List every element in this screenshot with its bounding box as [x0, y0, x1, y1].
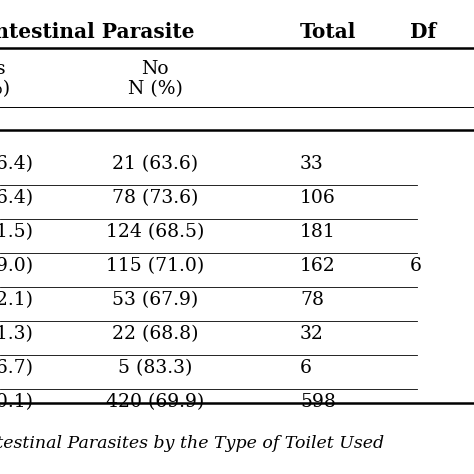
Text: 6: 6	[300, 359, 312, 377]
Text: 106: 106	[300, 189, 336, 207]
Text: es: es	[0, 60, 6, 78]
Text: 16.7): 16.7)	[0, 359, 34, 377]
Text: 78 (73.6): 78 (73.6)	[112, 189, 198, 207]
Text: No: No	[141, 60, 169, 78]
Text: 36.4): 36.4)	[0, 155, 34, 173]
Text: 420 (69.9): 420 (69.9)	[106, 393, 204, 411]
Text: 32.1): 32.1)	[0, 291, 34, 309]
Text: Df: Df	[410, 22, 436, 42]
Text: 21 (63.6): 21 (63.6)	[112, 155, 198, 173]
Text: N (%): N (%)	[128, 80, 182, 98]
Text: 22 (68.8): 22 (68.8)	[112, 325, 198, 343]
Text: 115 (71.0): 115 (71.0)	[106, 257, 204, 275]
Text: 31.5): 31.5)	[0, 223, 34, 241]
Text: 124 (68.5): 124 (68.5)	[106, 223, 204, 241]
Text: 53 (67.9): 53 (67.9)	[112, 291, 198, 309]
Text: ntestinal Parasites by the Type of Toilet Used: ntestinal Parasites by the Type of Toile…	[0, 435, 384, 452]
Text: Total: Total	[300, 22, 356, 42]
Text: 26.4): 26.4)	[0, 189, 34, 207]
Text: 29.0): 29.0)	[0, 257, 34, 275]
Text: 31.3): 31.3)	[0, 325, 34, 343]
Text: 181: 181	[300, 223, 336, 241]
Text: %): %)	[0, 80, 10, 98]
Text: 33: 33	[300, 155, 324, 173]
Text: 5 (83.3): 5 (83.3)	[118, 359, 192, 377]
Text: 78: 78	[300, 291, 324, 309]
Text: 598: 598	[300, 393, 336, 411]
Text: 30.1): 30.1)	[0, 393, 34, 411]
Text: 6: 6	[410, 257, 422, 275]
Text: 162: 162	[300, 257, 336, 275]
Text: 32: 32	[300, 325, 324, 343]
Text: Intestinal Parasite: Intestinal Parasite	[0, 22, 194, 42]
